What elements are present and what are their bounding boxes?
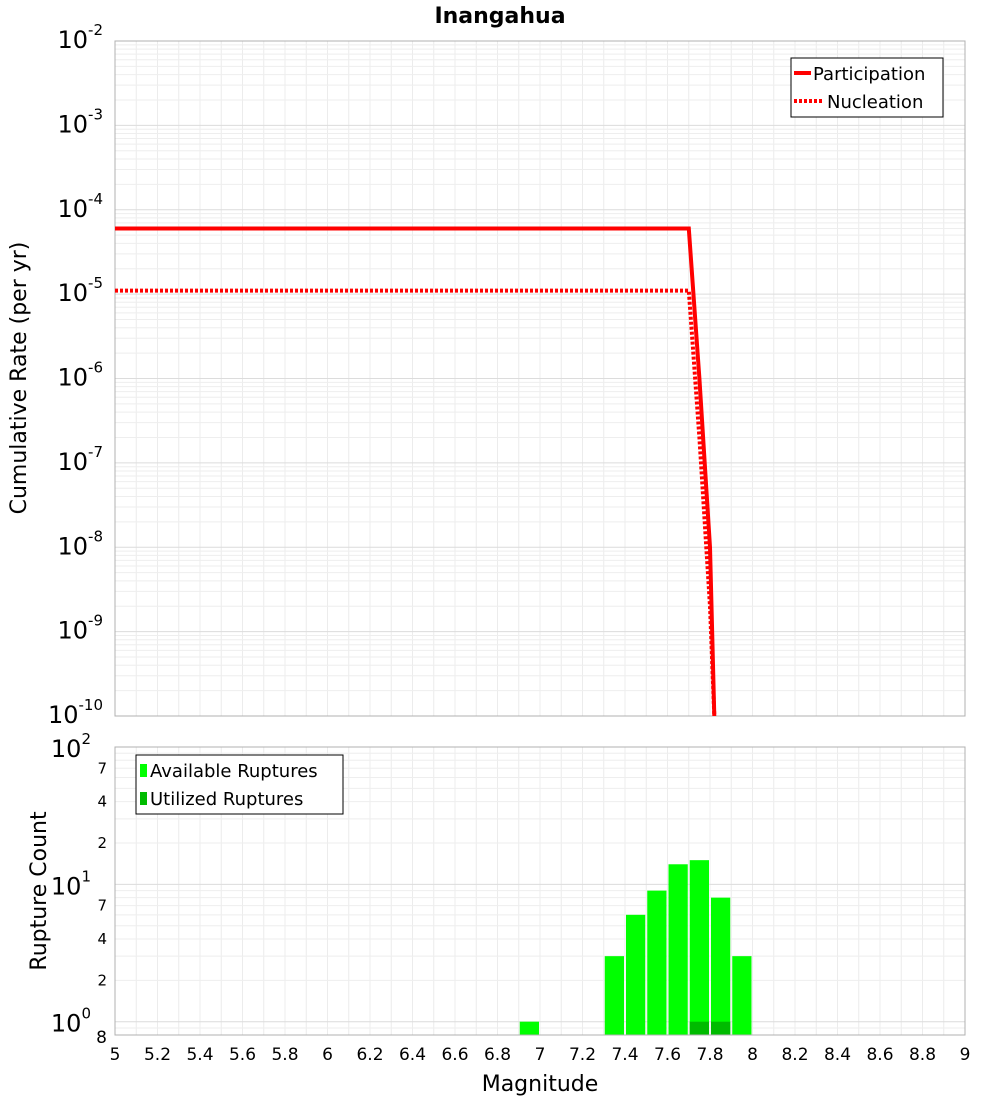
top-y-tick-label: 10-3	[57, 105, 103, 138]
bottom-y-major-tick-label: 101	[51, 867, 91, 900]
available-ruptures-bar	[647, 890, 667, 1035]
top-y-tick-label: 10-2	[57, 21, 103, 54]
available-ruptures-bar	[626, 914, 646, 1035]
x-tick-label: 5	[110, 1045, 121, 1065]
bottom-y-tick-labels: 102 101 100 7 4 2 7 4 2 8	[51, 730, 107, 1048]
series-line-participation	[115, 226, 717, 717]
x-tick-label: 8.6	[866, 1045, 893, 1065]
legend-available-swatch	[140, 764, 147, 777]
bottom-y-minor-tick-label: 7	[97, 897, 107, 915]
x-tick-label: 7.4	[611, 1045, 638, 1065]
utilized-ruptures-bar	[711, 1021, 731, 1035]
x-tick-label: 8.4	[824, 1045, 851, 1065]
top-y-tick-label: 10-9	[57, 612, 103, 645]
bottom-y-major-tick-label: 100	[51, 1005, 91, 1038]
bottom-y-minor-tick-label: 2	[97, 971, 107, 989]
x-tick-label: 6.8	[484, 1045, 511, 1065]
bottom-panel-frame	[114, 746, 966, 1036]
x-tick-labels: 5 5.2 5.4 5.6 5.8 6 6.2 6.4 6.6 6.8 7 7.2 7.4 7.6 7.8 8…	[110, 1045, 971, 1065]
bottom-y-minor-tick-label: 2	[97, 834, 107, 852]
x-tick-label: 6.6	[441, 1045, 468, 1065]
x-tick-label: 5.2	[144, 1045, 171, 1065]
x-tick-label: 9	[960, 1045, 971, 1065]
top-y-tick-label: 10-10	[48, 696, 103, 729]
bottom-y-minor-tick-label: 8	[96, 1028, 107, 1048]
legend-nucleation-label: Nucleation	[827, 92, 923, 113]
legend-participation-label: Participation	[813, 64, 925, 85]
available-ruptures-bar	[711, 897, 731, 1035]
bottom-y-axis-label: Rupture Count	[27, 811, 52, 971]
top-y-tick-label: 10-4	[57, 190, 103, 223]
x-tick-label: 5.4	[186, 1045, 213, 1065]
x-tick-label: 6.4	[399, 1045, 426, 1065]
bottom-panel-bars	[519, 860, 752, 1035]
x-tick-label: 7.8	[696, 1045, 723, 1065]
x-tick-label: 7	[535, 1045, 546, 1065]
legend-available-label: Available Ruptures	[150, 761, 318, 782]
available-ruptures-bar	[668, 864, 688, 1035]
legend-utilized-swatch	[140, 792, 147, 805]
top-legend: Participation Nucleation	[790, 57, 944, 118]
available-ruptures-bar	[604, 956, 624, 1035]
x-tick-label: 8	[747, 1045, 758, 1065]
top-y-tick-labels: 10-2 10-3 10-4 10-5 10-6 10-7 10-8 10-9 10-10	[48, 21, 103, 729]
series-line-nucleation	[115, 288, 717, 717]
bottom-y-minor-tick-label: 7	[97, 759, 107, 777]
x-tick-label: 7.6	[654, 1045, 681, 1065]
bottom-y-minor-tick-label: 4	[97, 793, 107, 811]
top-y-tick-label: 10-7	[57, 443, 103, 476]
chart-title: Inangahua	[434, 4, 565, 29]
x-tick-label: 5.6	[229, 1045, 256, 1065]
top-y-tick-label: 10-6	[57, 359, 103, 392]
utilized-ruptures-bar	[689, 1021, 709, 1035]
x-tick-label: 6.2	[356, 1045, 383, 1065]
x-tick-label: 6	[322, 1045, 333, 1065]
legend-utilized-label: Utilized Ruptures	[150, 789, 303, 810]
x-tick-label: 8.2	[781, 1045, 808, 1065]
available-ruptures-bar	[689, 860, 709, 1035]
top-panel-series	[115, 226, 717, 717]
bottom-y-minor-tick-label: 4	[97, 930, 107, 948]
available-ruptures-bar	[732, 956, 752, 1035]
x-axis-label: Magnitude	[482, 1072, 599, 1097]
top-y-axis-label: Cumulative Rate (per yr)	[7, 242, 32, 515]
top-panel-grid	[114, 41, 966, 717]
top-y-tick-label: 10-8	[57, 527, 103, 560]
available-ruptures-bar	[519, 1021, 539, 1035]
top-panel-frame	[114, 40, 966, 717]
bottom-y-major-tick-label: 102	[51, 730, 91, 763]
top-y-tick-label: 10-5	[57, 274, 103, 307]
x-tick-label: 7.2	[569, 1045, 596, 1065]
x-tick-label: 8.8	[909, 1045, 936, 1065]
bottom-legend: Available Ruptures Utilized Ruptures	[135, 754, 344, 815]
x-tick-label: 5.8	[271, 1045, 298, 1065]
